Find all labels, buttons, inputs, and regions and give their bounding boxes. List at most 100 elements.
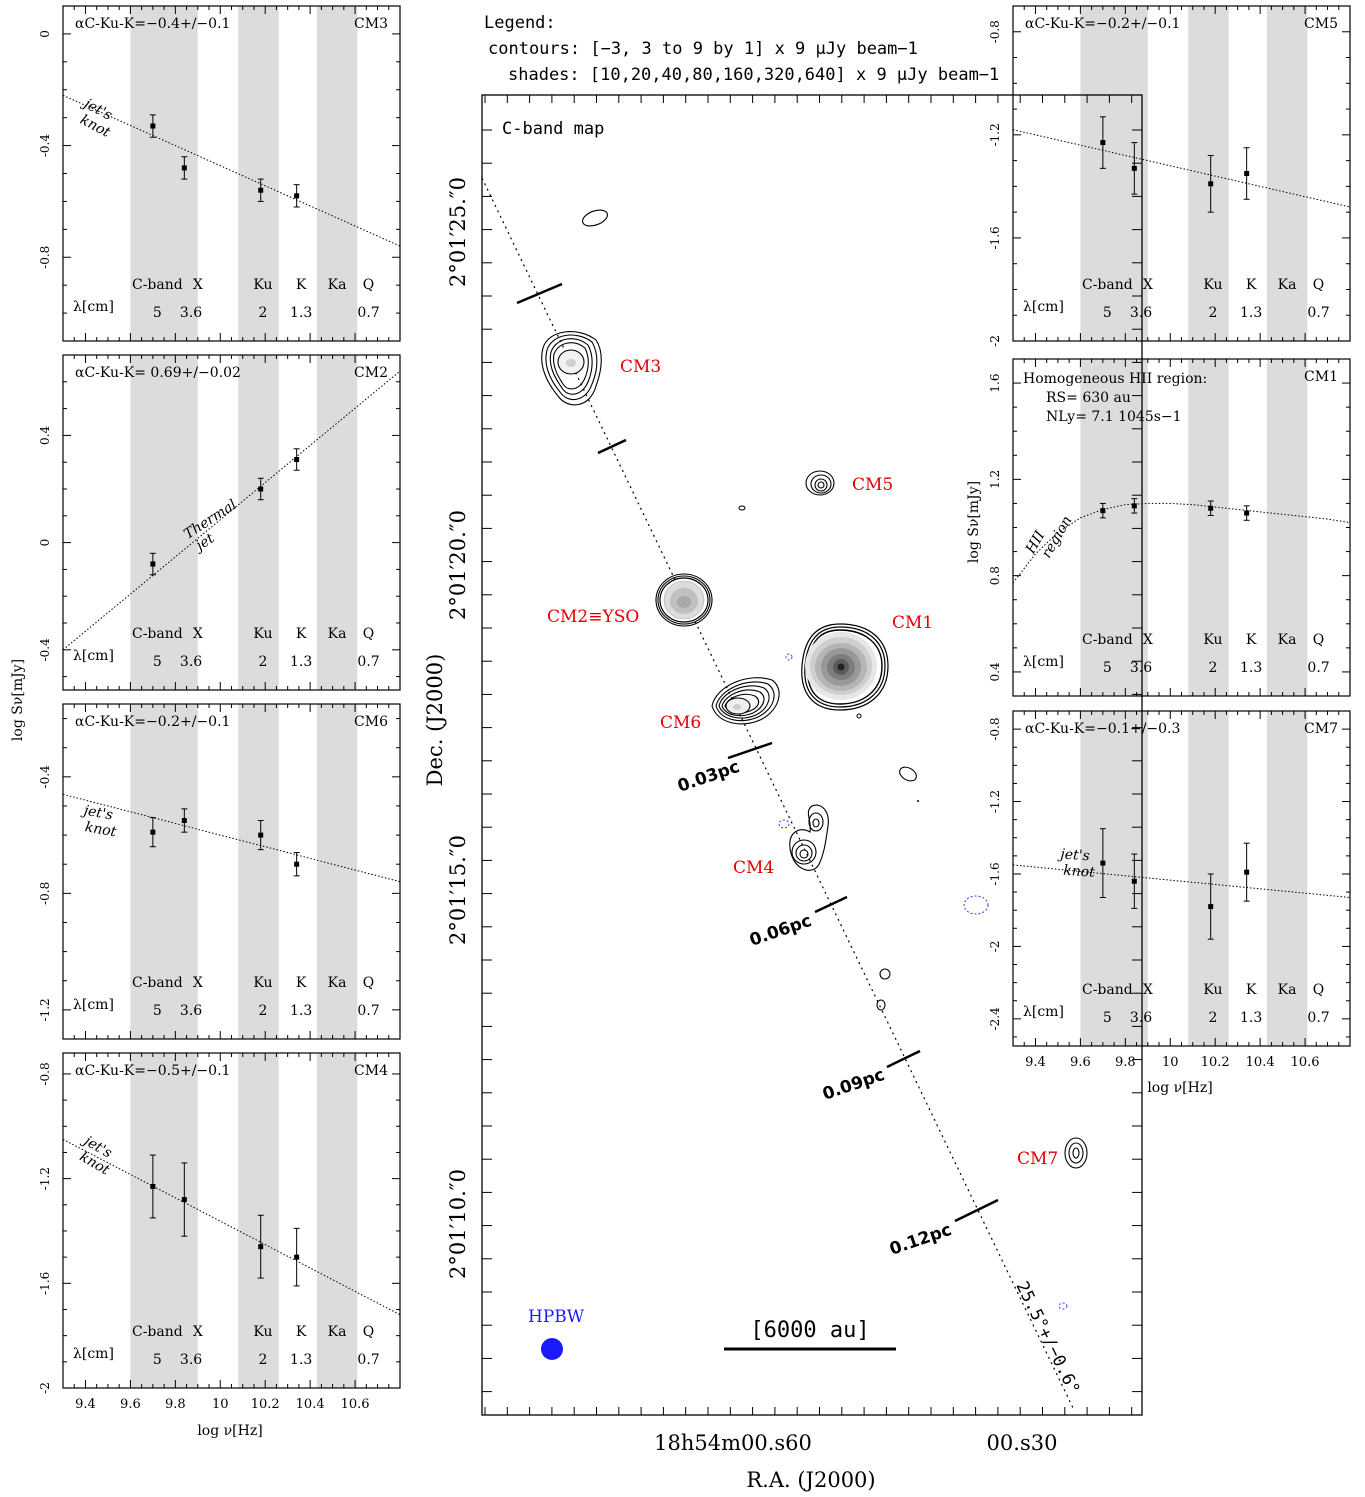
band-shade: [130, 355, 198, 690]
source-cm1-contours: [801, 623, 889, 711]
band-label: Ku: [1203, 632, 1222, 648]
band-label: Ku: [253, 1324, 272, 1340]
spectral-index-label: αC-Ku-K=−0.5+/−0.1: [75, 1063, 230, 1079]
band-shade: [130, 704, 198, 1039]
wavelength-label: λ[cm]: [73, 1346, 114, 1362]
contour-blob: [856, 713, 862, 719]
wavelength-value: 1.3: [290, 1352, 312, 1368]
wavelength-value: 5: [1103, 1010, 1112, 1026]
x-tick-label: 9.6: [1070, 1055, 1091, 1070]
band-shade: [1080, 711, 1148, 1046]
panel-source-label: CM5: [1304, 16, 1338, 32]
legend-contours: contours: [−3, 3 to 9 by 1] x 9 μJy beam…: [488, 39, 918, 59]
data-point: [294, 193, 300, 199]
data-point: [1208, 904, 1214, 910]
y-tick-label: 0: [38, 30, 52, 38]
band-label: Ka: [1278, 632, 1297, 648]
data-point: [258, 187, 264, 193]
dec-tick-label: 2°01′15.″0: [446, 835, 470, 945]
band-label: X: [1143, 982, 1153, 998]
data-point: [294, 457, 300, 463]
band-label: K: [296, 277, 307, 293]
fit-line: [1012, 502, 1351, 584]
band-label: C-band: [132, 1324, 183, 1340]
marker-bar-1: [516, 282, 563, 305]
data-point: [258, 486, 264, 492]
data-point: [1100, 860, 1106, 866]
wavelength-value: 0.7: [357, 654, 379, 670]
data-point: [1208, 505, 1214, 511]
band-label: K: [1246, 277, 1257, 293]
wavelength-value: 2: [1208, 660, 1217, 676]
sed-panel-cm5: -0.8 -1.2 -1.6 -2 C-band X Ku K Ka Qλ[cm] 5 3.6 2 1.3…: [988, 5, 1351, 347]
dec-tick-label: 2°01′20.″0: [446, 510, 470, 620]
sed-panel-cm6: -0.4 -0.8 -1.2 C-band X Ku K Ka Qλ[cm] 5 3.6 2 1.3 0.…: [38, 703, 401, 1040]
sed-panel-cm4: -0.8 -1.2 -1.6 -2 9.4 9.6 9.8 10 10.2 10.4 10.6 C-b…: [38, 1052, 401, 1412]
right-ylabel: log Sν[mJy]: [966, 481, 982, 563]
wavelength-value: 5: [1103, 305, 1112, 321]
wavelength-value: 5: [1103, 660, 1112, 676]
distance-label-012: 0.12pc: [887, 1220, 954, 1260]
position-angle-label: 25.5°+/−0.6°: [1012, 1278, 1084, 1397]
sed-panel-cm3: 0 -0.4 -0.8 C-band X Ku K Ka Qλ[cm] 5 3.6 2 1.3 0.7 αC…: [38, 5, 401, 342]
spectral-index-label: αC-Ku-K=−0.1+/−0.3: [1025, 721, 1180, 737]
band-shade: [1266, 6, 1308, 341]
source-label-cm5: CM5: [852, 475, 893, 495]
source-label-cm3: CM3: [620, 357, 661, 377]
marker-bar-012: [954, 1198, 999, 1223]
band-label: K: [1246, 982, 1257, 998]
data-point: [1244, 171, 1250, 176]
band-label: K: [296, 1324, 307, 1340]
band-shade: [316, 355, 358, 690]
data-point: [1208, 181, 1214, 187]
wavelength-label: λ[cm]: [1023, 654, 1064, 670]
wavelength-value: 2: [258, 1003, 267, 1019]
y-tick-label: 1.6: [988, 374, 1002, 393]
x-tick-label: 9.6: [120, 1397, 141, 1412]
panel-source-label: CM6: [354, 714, 388, 730]
panel-source-label: CM7: [1304, 721, 1338, 737]
y-tick-label: -1.6: [38, 1272, 52, 1295]
distance-label-006: 0.06pc: [747, 911, 814, 951]
x-tick-label: 9.4: [1025, 1055, 1046, 1070]
y-tick-label: -1.6: [988, 226, 1002, 249]
band-label: X: [193, 626, 203, 642]
band-label: X: [193, 1324, 203, 1340]
band-label: Q: [363, 975, 374, 991]
x-tick-label: 10.2: [251, 1397, 280, 1412]
wavelength-label: λ[cm]: [1023, 299, 1064, 315]
sed-panel-cm1: 1.6 1.2 0.8 0.4 C-band X Ku K Ka Qλ[cm] 5 3.6 2 1.3 0.…: [988, 358, 1351, 697]
y-tick-label: 0.4: [38, 425, 52, 444]
band-label: Ka: [328, 1324, 347, 1340]
band-shade: [130, 1053, 198, 1388]
wavelength-value: 1.3: [290, 654, 312, 670]
panel-annotation: jet's: [80, 802, 115, 823]
band-label: Ka: [328, 277, 347, 293]
beam-ellipse: [541, 1338, 563, 1360]
wavelength-value: 3.6: [180, 1003, 202, 1019]
dec-tick-label: 2°01′25.″0: [446, 177, 470, 287]
ra-tick-label: 00.s30: [987, 1431, 1058, 1455]
distance-label-003: 0.03pc: [675, 757, 742, 797]
data-point: [181, 818, 187, 824]
spectral-index-label: αC-Ku-K= 0.69+/−0.02: [75, 365, 241, 381]
source-label-cm4: CM4: [733, 858, 774, 878]
wavelength-value: 0.7: [1307, 1010, 1329, 1026]
wavelength-value: 1.3: [1240, 660, 1262, 676]
fit-line: [1012, 129, 1351, 208]
wavelength-label: λ[cm]: [73, 997, 114, 1013]
band-shade: [1266, 711, 1308, 1046]
wavelength-value: 5: [153, 654, 162, 670]
marker-bar-003: [727, 741, 773, 760]
x-tick-label: 10: [212, 1397, 229, 1412]
band-label: Q: [1313, 632, 1324, 648]
negative-contour: [1058, 1302, 1068, 1310]
source-label-cm2: CM2≡YSO: [547, 607, 639, 627]
data-point: [1100, 508, 1106, 514]
data-point: [150, 123, 156, 129]
wavelength-value: 2: [258, 305, 267, 321]
band-label: C-band: [132, 626, 183, 642]
band-label: Ka: [328, 975, 347, 991]
band-label: C-band: [1082, 982, 1133, 998]
